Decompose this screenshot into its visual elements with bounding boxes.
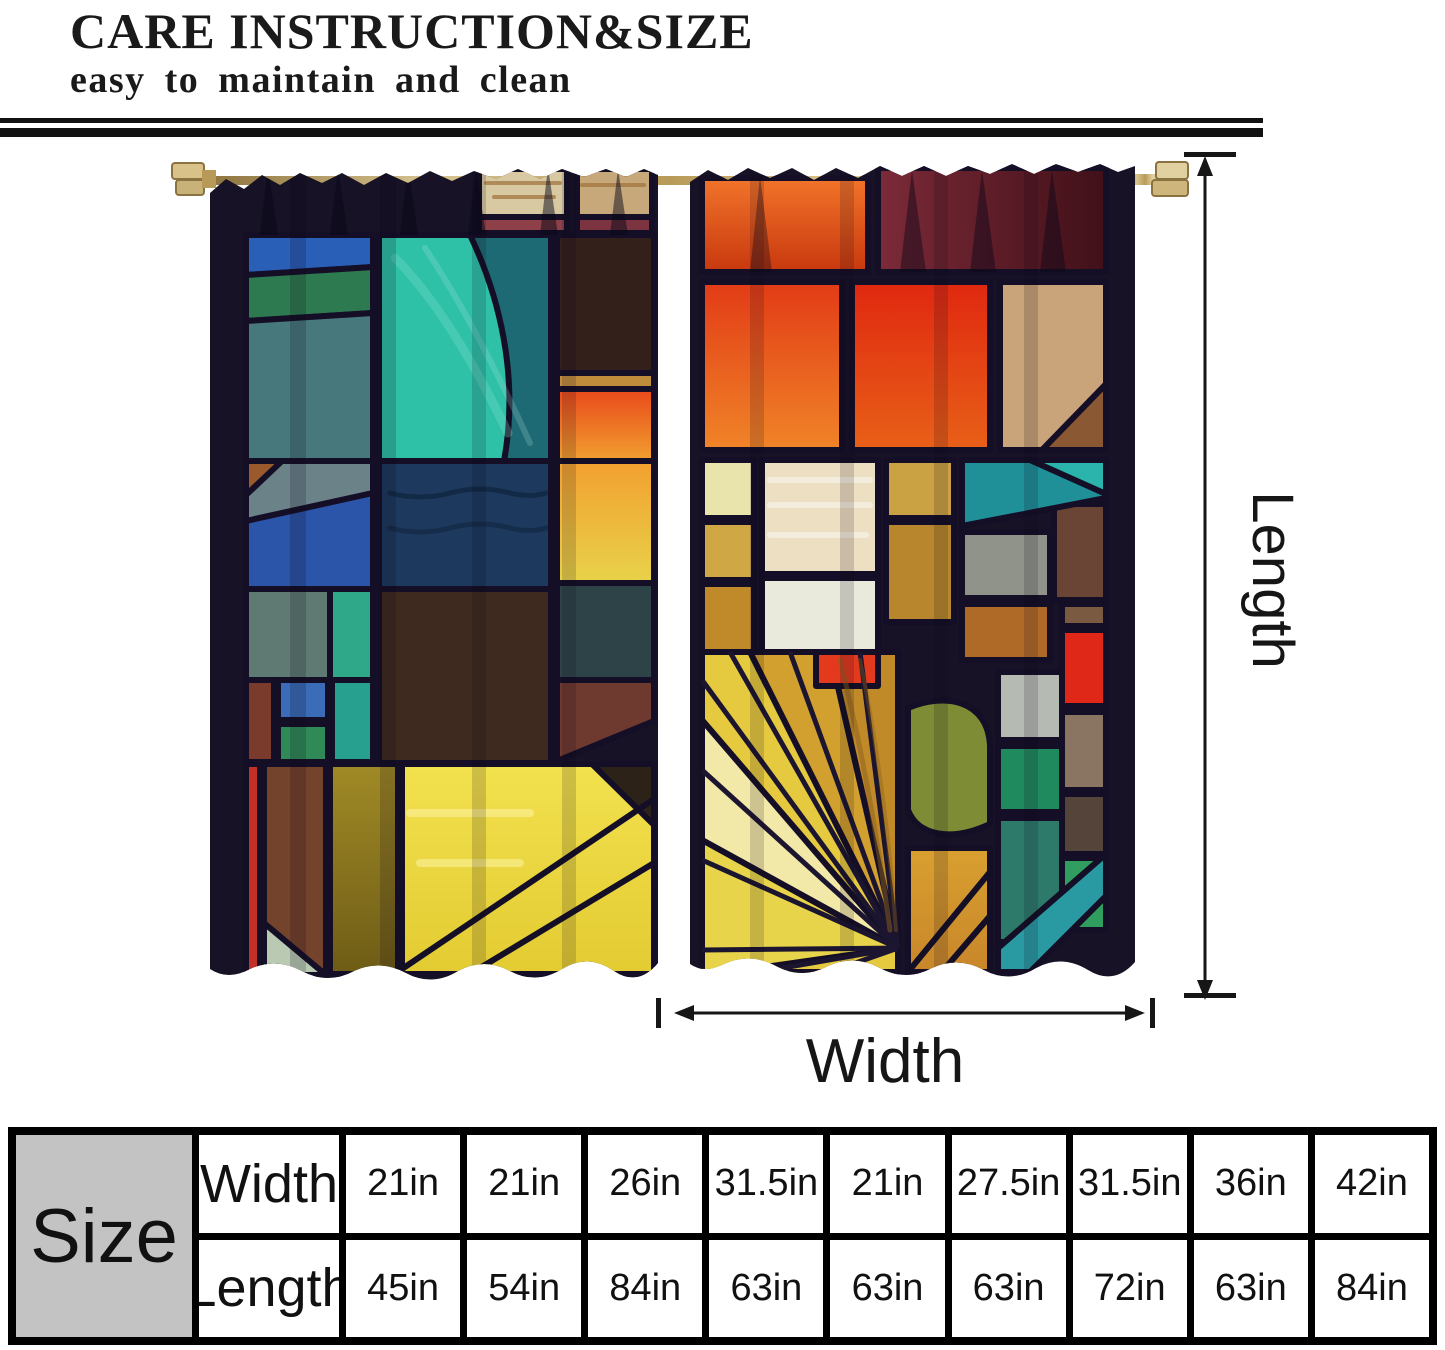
width-dimension: Width [656,998,1155,1096]
divider-thick [0,128,1263,137]
length-value-cell: 54in [467,1239,582,1337]
size-corner-cell: Size [16,1135,192,1337]
length-dimension: Length [1184,152,1305,1000]
length-row-label: Length [199,1239,339,1337]
rod-finial-right [1128,161,1189,197]
length-value-cell: 45in [346,1239,461,1337]
length-value-cell: 72in [1072,1239,1187,1337]
length-value-cell: 63in [951,1239,1066,1337]
length-value-cell: 63in [830,1239,945,1337]
width-value-cell: 42in [1314,1135,1429,1233]
length-value-cell: 84in [588,1239,703,1337]
width-label: Width [806,1027,964,1096]
page-title: CARE INSTRUCTION&SIZE [70,3,754,59]
rod-finial-left [171,162,216,196]
curtain-rod [171,161,1189,197]
width-tick-left [656,998,661,1028]
width-value-cell: 27.5in [951,1135,1066,1233]
width-value-cell: 21in [346,1135,461,1233]
width-value-cell: 36in [1193,1135,1308,1233]
length-tick-bottom [1184,993,1236,998]
width-row-label: Width [199,1135,339,1233]
length-arrow [1197,156,1213,1000]
size-table: Size Width 21in 21in 26in 31.5in 21in 27… [8,1127,1437,1345]
width-value-cell: 26in [588,1135,703,1233]
width-tick-right [1150,998,1155,1028]
length-value-cell: 63in [709,1239,824,1337]
width-value-cell: 31.5in [1072,1135,1187,1233]
length-value-cell: 63in [1193,1239,1308,1337]
width-value-cell: 31.5in [709,1135,824,1233]
divider-thin [0,118,1263,123]
curtain-figure: Length Width [171,152,1305,1096]
width-value-cell: 21in [467,1135,582,1233]
curtain-panel-left [210,169,658,980]
length-label: Length [1240,491,1305,668]
width-value-cell: 21in [830,1135,945,1233]
length-tick-top [1184,152,1236,157]
curtain-panel-right [690,164,1135,977]
width-arrow [674,1005,1145,1021]
page-subtitle: easy to maintain and clean [70,59,572,101]
length-value-cell: 84in [1314,1239,1429,1337]
